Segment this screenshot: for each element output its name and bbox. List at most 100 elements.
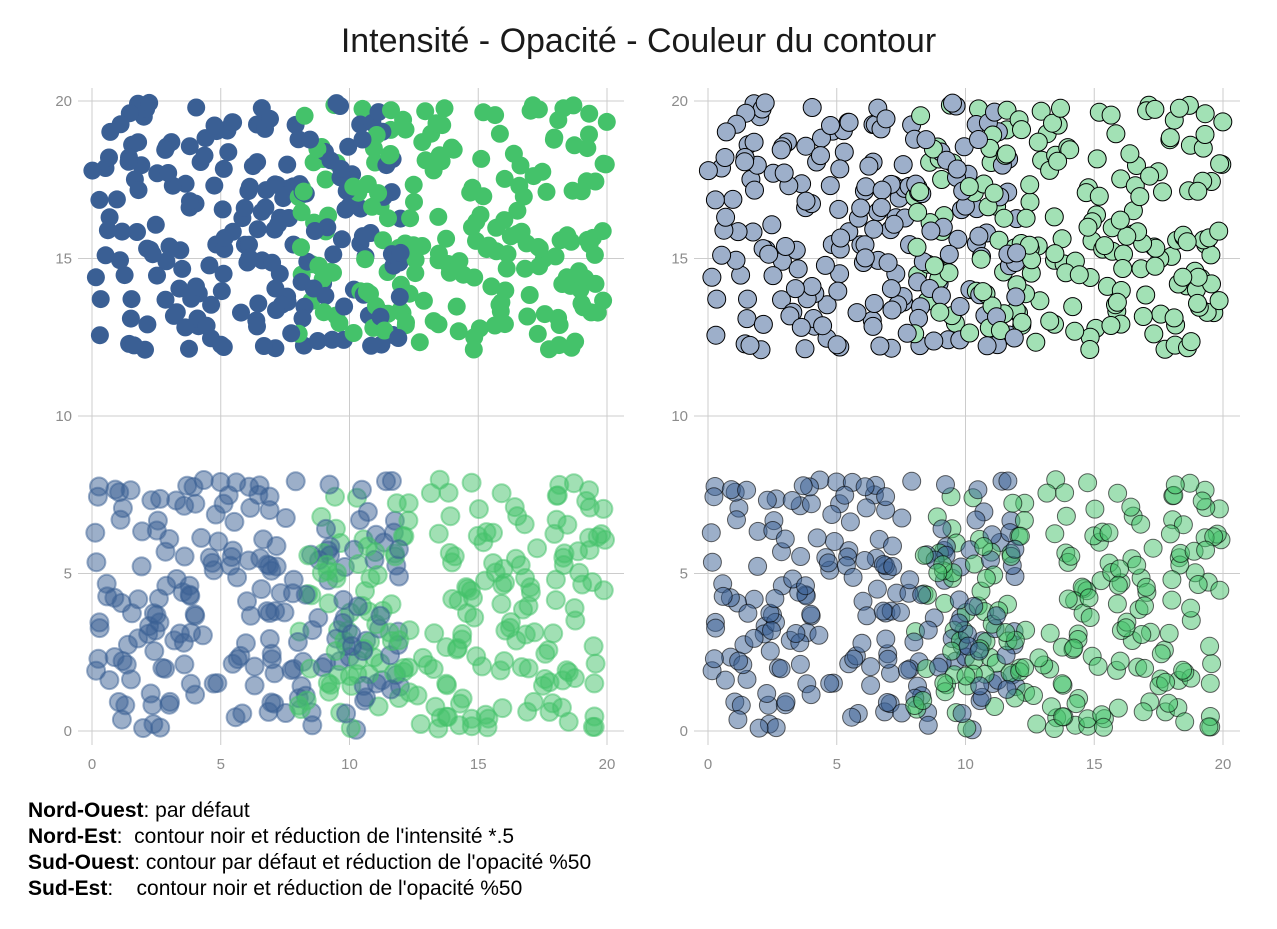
point-blue <box>350 510 370 530</box>
point-green <box>474 187 493 206</box>
point-blue <box>181 192 199 211</box>
point-blue <box>144 641 165 662</box>
point-blue <box>844 649 864 669</box>
point-blue <box>811 146 830 166</box>
point-green <box>1169 98 1189 118</box>
point-green <box>572 182 591 201</box>
point-green <box>1046 470 1066 490</box>
panel-sud-est <box>701 470 1231 740</box>
point-blue <box>266 536 287 556</box>
point-blue <box>796 136 816 156</box>
point-green <box>314 303 333 322</box>
point-blue <box>856 498 876 518</box>
point-blue <box>145 620 166 641</box>
point-green <box>1130 187 1150 207</box>
point-blue <box>1007 243 1027 263</box>
point-green <box>464 607 485 628</box>
point-green <box>520 577 541 598</box>
point-green <box>444 546 465 567</box>
point-green <box>1151 644 1171 664</box>
point-green <box>447 638 468 659</box>
point-green <box>325 641 346 662</box>
caption-text: : contour noir et réduction de l'opacité… <box>107 877 523 900</box>
point-green <box>1101 316 1121 335</box>
point-blue <box>749 718 769 738</box>
point-green <box>410 333 429 352</box>
point-blue <box>702 267 722 287</box>
point-green <box>429 207 448 226</box>
point-green <box>1131 514 1151 534</box>
point-blue <box>997 679 1017 699</box>
point-green <box>504 144 523 163</box>
point-green <box>1153 182 1172 202</box>
point-green <box>483 522 503 543</box>
point-blue <box>970 676 990 696</box>
point-blue <box>174 546 195 567</box>
point-blue <box>916 130 936 150</box>
point-blue <box>802 277 822 296</box>
point-blue <box>238 550 259 571</box>
point-blue <box>214 264 233 283</box>
point-blue <box>801 685 821 705</box>
point-green <box>1055 483 1075 503</box>
point-blue <box>949 613 969 633</box>
point-blue <box>295 584 316 605</box>
point-green <box>1108 698 1128 718</box>
caption-text: : contour par défaut et réduction de l'o… <box>134 851 592 874</box>
point-blue <box>801 494 821 514</box>
point-green <box>593 222 612 241</box>
point-blue <box>939 244 959 264</box>
point-blue <box>897 660 917 680</box>
point-blue <box>244 675 265 696</box>
point-blue <box>776 237 795 256</box>
point-green <box>1080 608 1100 627</box>
point-green <box>1210 154 1230 174</box>
point-blue <box>977 336 997 356</box>
point-blue <box>159 529 180 549</box>
point-blue <box>267 301 285 319</box>
point-green <box>1143 538 1163 558</box>
point-blue <box>259 486 280 507</box>
point-blue <box>202 552 223 573</box>
point-blue <box>867 579 887 599</box>
point-blue <box>180 137 199 156</box>
point-green <box>1029 648 1049 668</box>
point-blue <box>256 198 275 217</box>
point-blue <box>1006 287 1026 307</box>
point-green <box>517 701 538 722</box>
point-blue <box>240 248 259 267</box>
point-green <box>357 282 376 301</box>
point-blue <box>187 98 206 117</box>
point-green <box>564 598 585 619</box>
point-green <box>1020 192 1040 212</box>
point-green <box>435 99 454 118</box>
point-green <box>530 257 549 276</box>
point-green <box>495 169 514 188</box>
point-green <box>381 145 400 163</box>
point-blue <box>176 318 195 337</box>
point-blue <box>332 230 351 249</box>
point-green <box>959 177 979 197</box>
point-blue <box>765 589 785 609</box>
point-blue <box>900 570 920 590</box>
point-green <box>442 589 463 609</box>
point-green <box>404 175 423 194</box>
point-green <box>997 144 1016 164</box>
point-blue <box>881 279 901 299</box>
point-green <box>472 149 491 168</box>
point-blue <box>760 641 780 661</box>
point-blue <box>986 606 1006 626</box>
point-green <box>1028 132 1048 152</box>
point-blue <box>931 286 951 306</box>
point-blue <box>213 200 232 219</box>
point-blue <box>240 235 258 254</box>
point-blue <box>155 658 176 679</box>
point-green <box>594 291 613 310</box>
point-green <box>498 245 517 263</box>
x-tick-label: 0 <box>704 756 712 773</box>
point-blue <box>111 251 129 270</box>
point-green <box>580 125 598 144</box>
point-blue <box>248 317 266 336</box>
point-green <box>1156 672 1176 692</box>
point-green <box>572 574 593 595</box>
